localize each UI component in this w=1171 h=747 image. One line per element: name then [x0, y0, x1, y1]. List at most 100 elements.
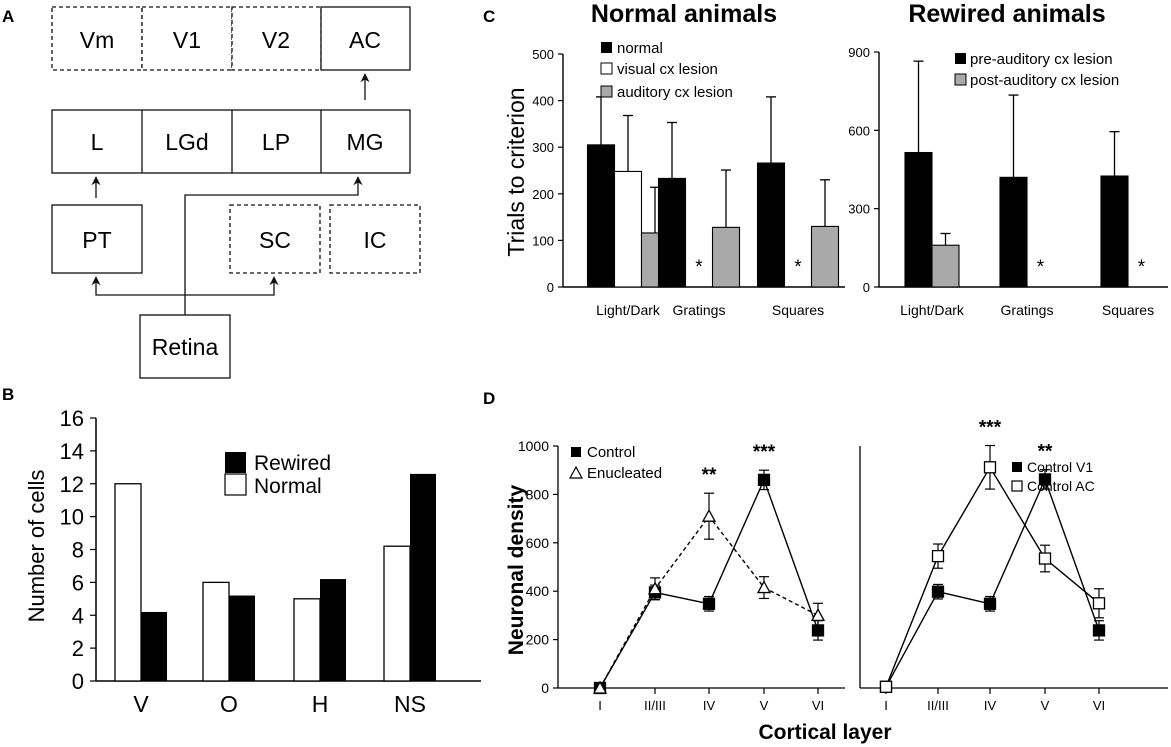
d1-point-1-0 [592, 680, 608, 694]
d2-significance-0: *** [979, 418, 1002, 439]
c1-legend-swatch-auditory [600, 85, 613, 98]
d2-significance-1: ** [1038, 442, 1053, 463]
c1-bar-0-1 [657, 177, 687, 288]
panel-label-a: A [2, 7, 14, 26]
c2-ytick-label-2: 600 [848, 123, 870, 138]
c2-bar-0-1 [999, 176, 1028, 288]
d1-point-1-3 [756, 580, 772, 594]
b-bar-normal-H [293, 598, 321, 682]
chart-b: 0 2 4 6 8 10 12 14 16 V O H NS [60, 406, 481, 717]
c1-missing-1-2: * [794, 257, 802, 278]
c1-xtick-label-2: Squares [772, 302, 824, 318]
d2-point-1-0 [879, 680, 893, 693]
c1-bar-0-0 [586, 144, 616, 288]
thalamus-label-l: L [91, 129, 104, 155]
d2-xtick-label-3: V [1041, 698, 1050, 713]
d2-point-1-3 [1038, 552, 1052, 565]
b-ylabel: Number of cells [24, 470, 49, 623]
c1-xtick-label-1: Gratings [673, 302, 726, 318]
c1-bar-0-2 [756, 162, 786, 288]
c2-legend-pre: pre-auditory cx lesion [970, 51, 1113, 68]
d1-ytick-label-0: 0 [541, 680, 549, 696]
d2-point-0-4 [1092, 624, 1106, 637]
b-ytick-label-0: 0 [72, 669, 84, 694]
box-retina [139, 314, 231, 379]
label-pt: PT [82, 227, 111, 253]
b-xtick-label-NS: NS [394, 691, 426, 717]
d2-xtick-label-2: IV [984, 698, 997, 713]
thalamus-row [51, 109, 411, 174]
c2-ytick-label-1: 300 [848, 202, 870, 217]
d1-legend-control: Control [587, 444, 635, 461]
b-ytick-label-1: 2 [72, 636, 84, 661]
c1-ytick-label-5: 500 [532, 47, 554, 62]
chart-c1: 0 100 200 300 400 500 Light/Dark * Gratings * Squa… [532, 47, 845, 318]
panel-label-b: B [2, 385, 14, 404]
d2-xtick-label-4: VI [1093, 698, 1105, 713]
d2-legend-v1: Control V1 [1027, 459, 1093, 475]
c2-bar-0-0 [904, 151, 933, 288]
b-bar-rewired-O [229, 595, 255, 681]
panel-label-c: C [483, 7, 495, 26]
c2-bar-1-0 [931, 244, 960, 288]
arrow-retina-mg [184, 176, 363, 295]
c1-bar-2-2 [810, 225, 840, 288]
d2-line-1 [885, 465, 1100, 688]
d2-legend-ac: Control AC [1027, 478, 1095, 494]
arrow-retina-sc [185, 276, 279, 296]
thalamus-label-mg: MG [346, 129, 383, 155]
b-ytick-label-5: 10 [60, 505, 84, 530]
b-ytick-label-2: 4 [72, 603, 84, 628]
chart-c2: 0 300 600 900 Light/Dark * Gratings * Squares [848, 45, 1168, 318]
d2-point-1-4 [1092, 597, 1106, 610]
d1-legend-enucleated: Enucleated [587, 465, 662, 482]
c2-legend-swatch-post [954, 73, 967, 86]
box-ic [329, 204, 421, 274]
d2-line-0 [885, 477, 1100, 688]
c1-ytick-label-4: 400 [532, 94, 554, 109]
b-xtick-label-O: O [220, 691, 238, 717]
d2-point-1-1 [931, 549, 945, 563]
b-bar-rewired-V [141, 611, 167, 681]
box-pt [51, 204, 143, 274]
d2-point-0-1 [931, 585, 945, 598]
d2-point-0-2 [983, 597, 997, 610]
d1-point-0-3 [757, 473, 771, 487]
d1-point-1-4 [810, 608, 826, 622]
c2-xtick-label-1: Gratings [1001, 302, 1054, 318]
visual-pathway-diagram: Vm V1 V2 AC L LGd LP MG PT SC IC Retina [51, 6, 421, 379]
d1-xtick-label-1: II/III [644, 698, 666, 713]
box-sc [229, 204, 321, 274]
c1-ytick-label-1: 100 [532, 233, 554, 248]
c2-ytick-label-3: 900 [848, 45, 870, 60]
panel-label-d: D [483, 389, 495, 408]
c1-ylabel: Trials to criterion [503, 87, 529, 256]
b-ytick-label-6: 12 [60, 472, 84, 497]
b-ytick-label-3: 6 [72, 570, 84, 595]
c2-ytick-label-0: 0 [863, 280, 870, 295]
b-legend-rewired: Rewired [254, 452, 331, 475]
cortex-box-v2 [231, 6, 322, 71]
d1-xtick-label-0: I [598, 698, 602, 713]
b-bar-rewired-NS [410, 473, 436, 681]
d1-ytick-label-2: 400 [526, 583, 550, 599]
c2-legend-post: post-auditory cx lesion [970, 72, 1119, 89]
d1-ylabel: Neuronal density [505, 484, 528, 655]
cortex-label-v2: V2 [262, 27, 290, 53]
thalamus-label-lp: LP [262, 129, 290, 155]
c2-title: Rewired animals [908, 0, 1105, 28]
b-xtick-label-V: V [133, 691, 149, 717]
d1-xtick-label-4: VI [812, 698, 824, 713]
c1-legend-swatch-visual [600, 62, 613, 75]
d1-xtick-label-3: V [760, 698, 769, 713]
b-legend-swatch-rewired [225, 452, 246, 473]
c2-missing-1-1: * [1037, 257, 1045, 278]
c1-bar-2-1 [711, 226, 741, 288]
arrow-retina-pt [91, 276, 186, 315]
d1-significance-0: ** [702, 465, 717, 486]
d2-legend-swatch-ac [1011, 480, 1023, 492]
b-ytick-label-4: 8 [72, 538, 84, 563]
b-bar-normal-NS [383, 545, 411, 682]
d1-ytick-label-3: 600 [526, 535, 550, 551]
